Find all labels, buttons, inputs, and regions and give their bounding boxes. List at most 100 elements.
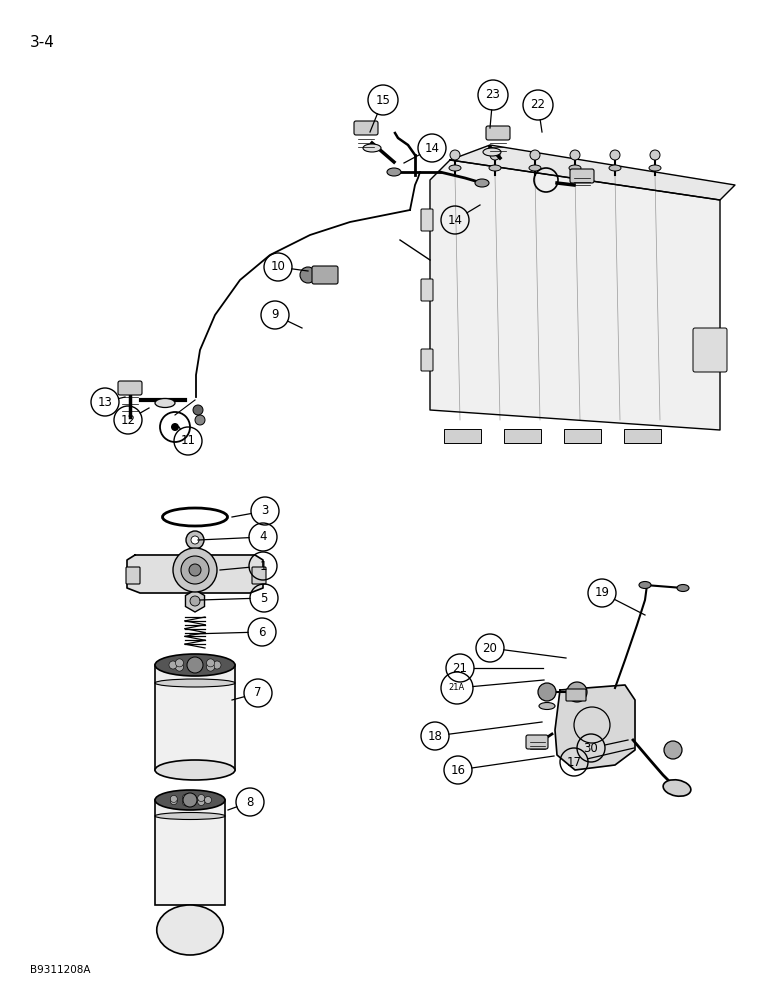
FancyBboxPatch shape [566,689,586,701]
Circle shape [190,596,200,606]
Polygon shape [555,685,635,770]
FancyBboxPatch shape [354,121,378,135]
Circle shape [207,659,215,667]
Circle shape [213,661,221,669]
Ellipse shape [155,790,225,810]
FancyBboxPatch shape [126,567,140,584]
Text: 14: 14 [448,214,462,227]
Circle shape [300,267,316,283]
Text: 17: 17 [567,756,581,768]
Text: 8: 8 [246,796,254,808]
Circle shape [193,405,203,415]
Circle shape [490,150,500,160]
FancyBboxPatch shape [252,567,266,584]
FancyBboxPatch shape [564,429,601,443]
Circle shape [205,796,212,804]
Text: 9: 9 [271,308,279,322]
Ellipse shape [155,812,225,820]
Circle shape [195,415,205,425]
Circle shape [198,798,205,805]
Text: 10: 10 [270,260,286,273]
Ellipse shape [155,654,235,676]
Circle shape [182,799,189,806]
Circle shape [664,741,682,759]
Text: 19: 19 [594,586,610,599]
Ellipse shape [539,702,555,710]
Circle shape [173,548,217,592]
FancyBboxPatch shape [504,429,541,443]
Circle shape [171,423,179,431]
FancyBboxPatch shape [118,381,142,395]
Ellipse shape [663,780,691,796]
Circle shape [175,663,184,671]
Text: 13: 13 [97,395,113,408]
Circle shape [191,536,199,544]
Ellipse shape [155,679,235,687]
FancyBboxPatch shape [526,735,548,749]
Ellipse shape [155,760,235,780]
Circle shape [567,682,587,702]
Circle shape [171,795,178,802]
Text: 22: 22 [530,99,546,111]
Circle shape [538,683,556,701]
FancyBboxPatch shape [312,266,338,284]
FancyBboxPatch shape [421,279,433,301]
Ellipse shape [639,582,651,588]
Circle shape [198,795,205,802]
Polygon shape [450,145,735,200]
Text: 5: 5 [260,591,268,604]
Circle shape [182,794,189,801]
Ellipse shape [363,144,381,152]
Circle shape [189,564,201,576]
Circle shape [530,150,540,160]
Circle shape [175,659,184,667]
Text: 30: 30 [584,742,598,754]
Circle shape [570,150,580,160]
Circle shape [650,150,660,160]
Text: 7: 7 [254,686,262,700]
Circle shape [207,663,215,671]
Text: 15: 15 [375,94,391,106]
Ellipse shape [677,584,689,591]
Circle shape [191,664,199,672]
Ellipse shape [155,398,175,408]
Text: 16: 16 [451,764,466,776]
Ellipse shape [449,165,461,171]
Circle shape [191,658,199,666]
FancyBboxPatch shape [486,126,510,140]
Polygon shape [127,555,263,593]
FancyBboxPatch shape [444,429,481,443]
Ellipse shape [157,905,223,955]
Circle shape [610,150,620,160]
Text: 1: 1 [259,560,267,572]
Ellipse shape [529,165,541,171]
Ellipse shape [162,508,228,526]
Ellipse shape [483,148,501,156]
Ellipse shape [169,511,221,523]
Text: 18: 18 [428,730,442,742]
Ellipse shape [475,179,489,187]
Circle shape [187,657,203,673]
Text: 14: 14 [425,141,439,154]
Text: B9311208A: B9311208A [30,965,90,975]
Polygon shape [430,160,720,430]
Circle shape [169,661,177,669]
Ellipse shape [649,165,661,171]
FancyBboxPatch shape [155,665,235,770]
Text: 4: 4 [259,530,267,544]
Ellipse shape [609,165,621,171]
Circle shape [171,798,178,805]
FancyBboxPatch shape [570,169,594,183]
Circle shape [186,531,204,549]
Circle shape [181,556,209,584]
FancyBboxPatch shape [421,209,433,231]
Text: 23: 23 [486,89,500,102]
Text: 20: 20 [482,642,497,654]
Ellipse shape [569,165,581,171]
FancyBboxPatch shape [624,429,661,443]
Text: 21A: 21A [449,684,465,692]
Ellipse shape [489,165,501,171]
Circle shape [183,793,197,807]
FancyBboxPatch shape [421,349,433,371]
Text: 11: 11 [181,434,195,448]
